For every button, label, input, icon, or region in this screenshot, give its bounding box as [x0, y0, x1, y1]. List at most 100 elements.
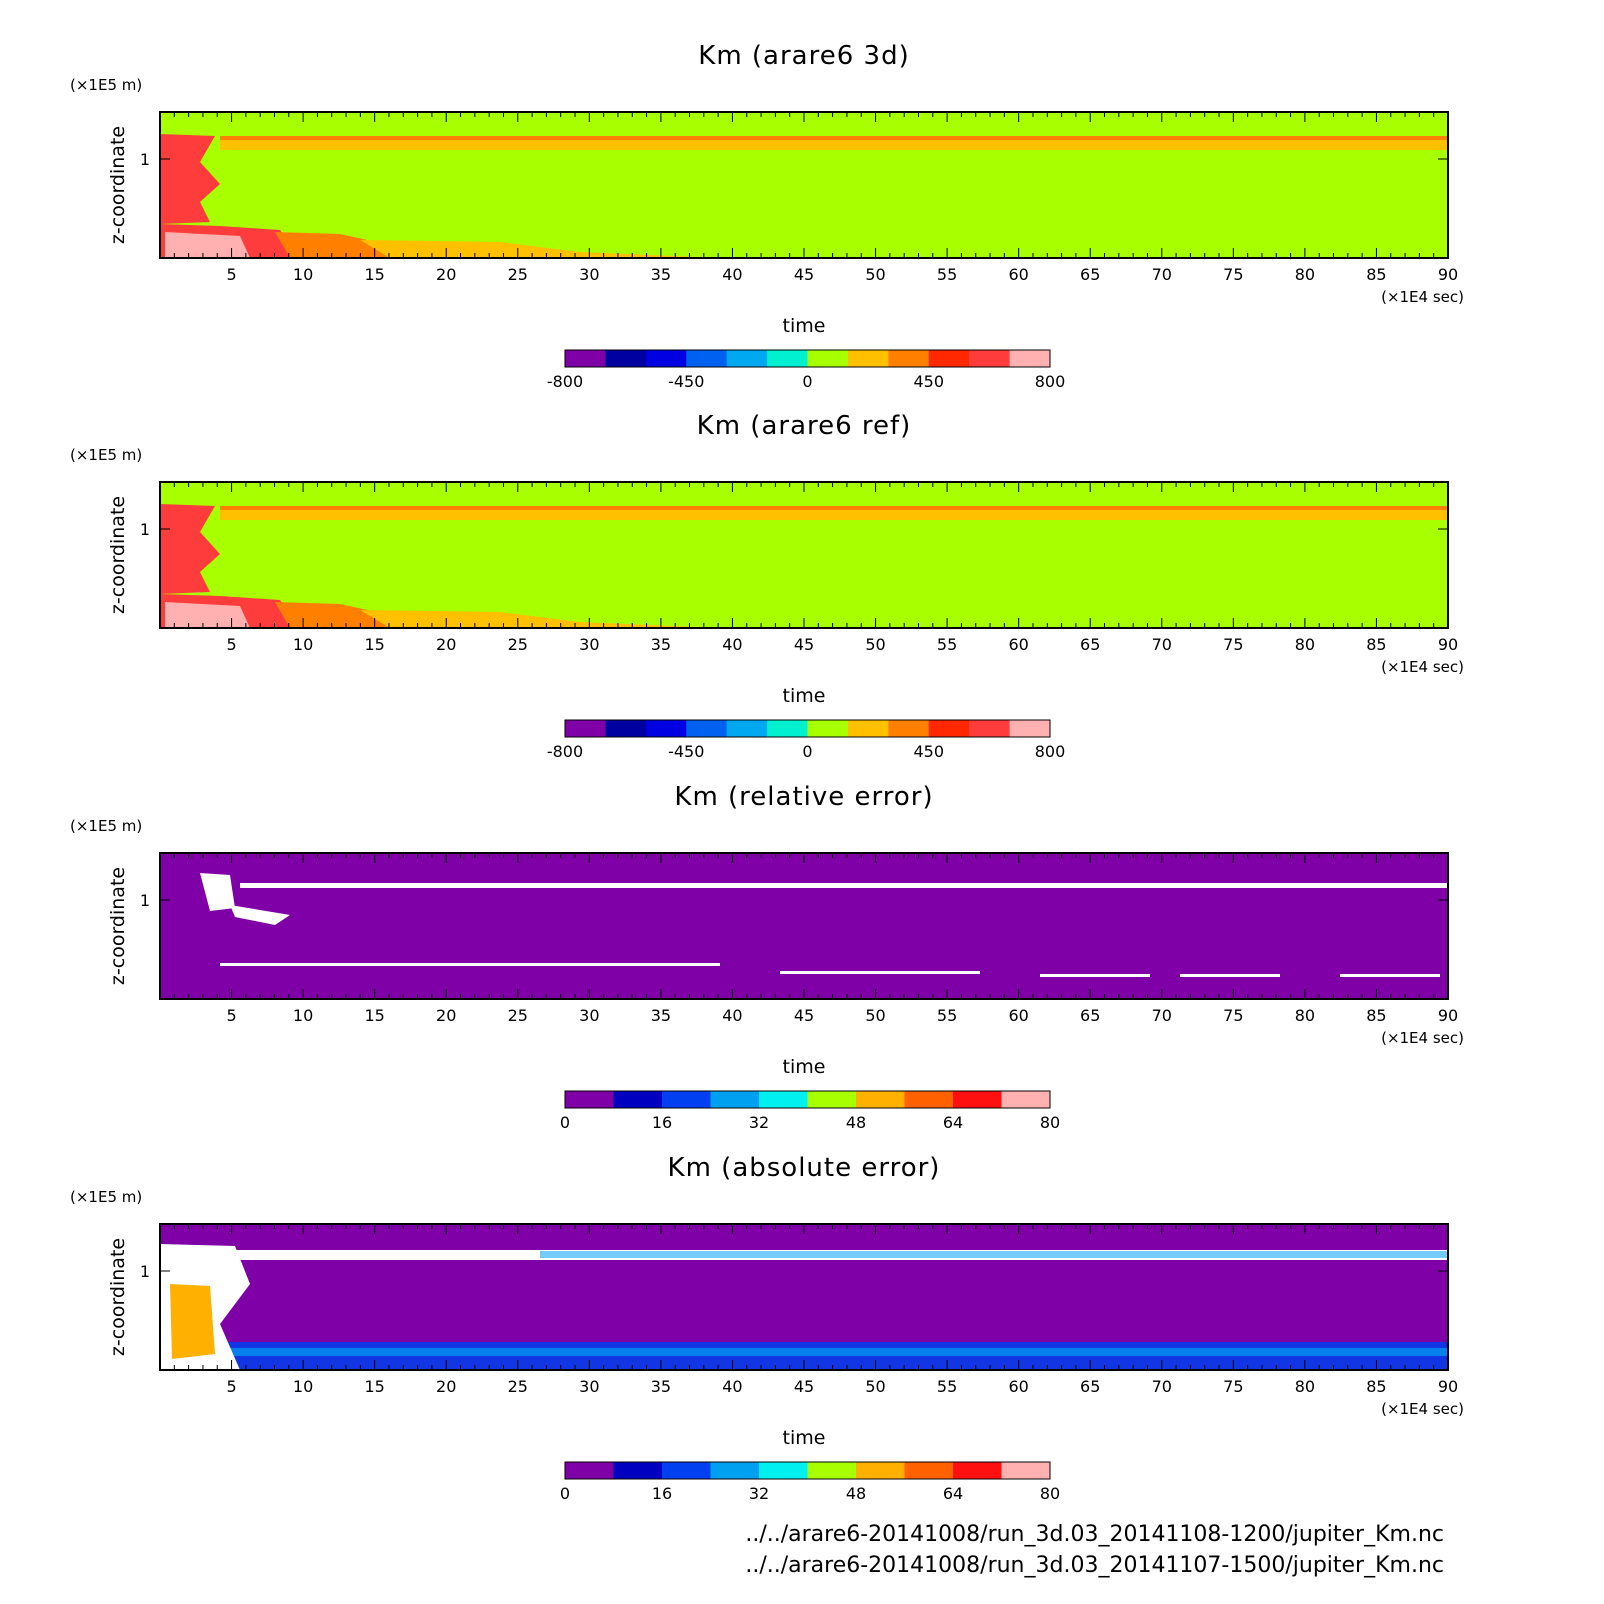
colorbar: 0 16 32 48 64 80 — [560, 1090, 1060, 1132]
x-tick-label: 20 — [436, 265, 456, 284]
field-top-band — [220, 136, 1448, 140]
x-tick-label: 75 — [1223, 1377, 1243, 1396]
field-left-red — [160, 504, 220, 594]
x-tick-label: 30 — [579, 265, 599, 284]
panel-1: 5 10 15 20 25 30 35 40 45 50 55 60 65 70 75 80 85 90 1 Km (… — [70, 41, 1464, 391]
x-tick-label: 50 — [865, 265, 885, 284]
x-tick-label: 85 — [1366, 635, 1386, 654]
colorbar-swatch — [888, 350, 930, 367]
plot-area — [160, 853, 1448, 999]
field-bottom-pink — [165, 232, 250, 258]
x-axis-label: time — [783, 685, 826, 707]
plot-area — [160, 112, 1448, 258]
x-tick-label: 55 — [937, 1006, 957, 1025]
colorbar: 0 16 32 48 64 80 — [560, 1461, 1060, 1503]
colorbar-label: 0 — [560, 1113, 570, 1132]
colorbar: -800 -450 0 450 800 — [547, 719, 1065, 761]
colorbar-swatch — [856, 1462, 905, 1479]
colorbar-swatch — [1009, 350, 1051, 367]
field-background — [160, 853, 1448, 999]
colorbar-label: 64 — [943, 1484, 963, 1503]
x-tick-label: 25 — [508, 1377, 528, 1396]
x-tick-label: 25 — [508, 265, 528, 284]
footer-file-1: ../../arare6-20141008/run_3d.03_20141108… — [745, 1522, 1444, 1547]
x-tick-label: 15 — [364, 635, 384, 654]
colorbar-label: 450 — [913, 742, 944, 761]
field-low-streak-d — [1180, 974, 1280, 977]
colorbar-swatch — [605, 720, 647, 737]
y-axis-label: z-coordinate — [107, 867, 129, 985]
chart-title: Km (relative error) — [674, 782, 933, 812]
x-tick-label: 70 — [1152, 635, 1172, 654]
field-bottom-yellow — [360, 240, 720, 258]
x-tick-label: 30 — [579, 635, 599, 654]
colorbar-label: 48 — [846, 1113, 866, 1132]
colorbar-swatch — [759, 1091, 808, 1108]
colorbar-swatch — [565, 1091, 614, 1108]
x-tick-label: 45 — [794, 1377, 814, 1396]
chart-title: Km (arare6 3d) — [698, 41, 909, 71]
colorbar-swatch — [1009, 720, 1051, 737]
colorbar-swatch — [662, 1091, 711, 1108]
field-bottom-yellow — [360, 610, 720, 628]
x-tick-label: 55 — [937, 635, 957, 654]
x-unit-label: (×1E4 sec) — [1381, 1029, 1464, 1047]
x-tick-label: 90 — [1438, 635, 1458, 654]
y-axis-label: z-coordinate — [107, 126, 129, 244]
colorbar-swatch — [1001, 1462, 1051, 1479]
panel-2: 5 10 15 20 25 30 35 40 45 50 55 60 65 70 75 80 85 90 1 Km (… — [70, 411, 1464, 761]
y-unit-label: (×1E5 m) — [70, 446, 142, 464]
x-tick-label: 70 — [1152, 1377, 1172, 1396]
y-tick-label: 1 — [140, 150, 150, 169]
colorbar-frame — [564, 719, 1051, 738]
x-tick-label: 35 — [651, 635, 671, 654]
x-tick-label: 90 — [1438, 1377, 1458, 1396]
x-tick-label: 80 — [1295, 1377, 1315, 1396]
x-tick-label: 20 — [436, 635, 456, 654]
colorbar-swatch — [613, 1091, 663, 1108]
colorbar-label: 0 — [560, 1484, 570, 1503]
colorbar-swatch — [1001, 1091, 1051, 1108]
colorbar-swatch — [953, 1091, 1002, 1108]
x-tick-label: 65 — [1080, 1006, 1100, 1025]
colorbar-label: 16 — [652, 1113, 672, 1132]
colorbar-swatch — [807, 350, 849, 367]
x-tick-label: 50 — [865, 635, 885, 654]
x-tick-label: 80 — [1295, 635, 1315, 654]
y-tick-label: 1 — [140, 1262, 150, 1281]
x-tick-label: 85 — [1366, 265, 1386, 284]
x-axis-label: time — [783, 1427, 826, 1449]
colorbar-swatch — [645, 350, 687, 367]
colorbar-swatch — [565, 1462, 614, 1479]
y-unit-label: (×1E5 m) — [70, 76, 142, 94]
x-tick-label: 90 — [1438, 265, 1458, 284]
colorbar-swatch — [686, 350, 728, 367]
x-tick-label: 10 — [293, 635, 313, 654]
colorbar-label: 48 — [846, 1484, 866, 1503]
colorbar: -800 -450 0 450 800 — [547, 349, 1065, 391]
field-top-noise — [540, 1251, 1448, 1258]
colorbar-swatch — [613, 1462, 663, 1479]
field-top-streak — [240, 883, 1448, 888]
colorbar-swatch — [807, 1091, 857, 1108]
x-tick-label: 25 — [508, 1006, 528, 1025]
x-tick-label: 85 — [1366, 1377, 1386, 1396]
colorbar-swatch — [807, 720, 849, 737]
colorbar-swatch — [710, 1091, 760, 1108]
colorbar-swatch — [645, 720, 687, 737]
y-tick-label: 1 — [140, 891, 150, 910]
colorbar-label: 450 — [913, 372, 944, 391]
field-left-patch — [200, 873, 235, 911]
field-background — [160, 482, 1448, 628]
field-left-red — [160, 134, 220, 224]
colorbar-swatch — [856, 1091, 905, 1108]
colorbar-swatch — [904, 1091, 954, 1108]
colorbar-frame — [564, 1461, 1051, 1480]
field-top-band-lower — [220, 140, 1448, 150]
field-bottom-noise-light — [220, 1348, 1448, 1356]
colorbar-swatch — [759, 1462, 808, 1479]
x-tick-label: 5 — [226, 265, 236, 284]
x-axis-label: time — [783, 1056, 826, 1078]
colorbar-label: 0 — [802, 372, 812, 391]
